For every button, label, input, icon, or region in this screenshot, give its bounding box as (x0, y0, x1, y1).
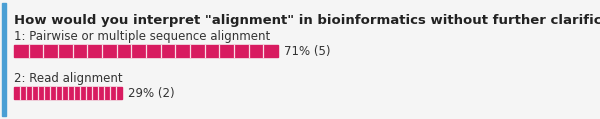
Text: 1: Pairwise or multiple sequence alignment: 1: Pairwise or multiple sequence alignme… (14, 30, 270, 43)
Text: 29% (2): 29% (2) (128, 87, 175, 99)
Bar (14, 45, 278, 57)
Bar (2, 3, 6, 116)
Text: 71% (5): 71% (5) (284, 45, 331, 57)
Text: 2: Read alignment: 2: Read alignment (14, 72, 122, 85)
Bar (14, 87, 122, 99)
Text: How would you interpret "alignment" in bioinformatics without further clarificat: How would you interpret "alignment" in b… (14, 14, 600, 27)
